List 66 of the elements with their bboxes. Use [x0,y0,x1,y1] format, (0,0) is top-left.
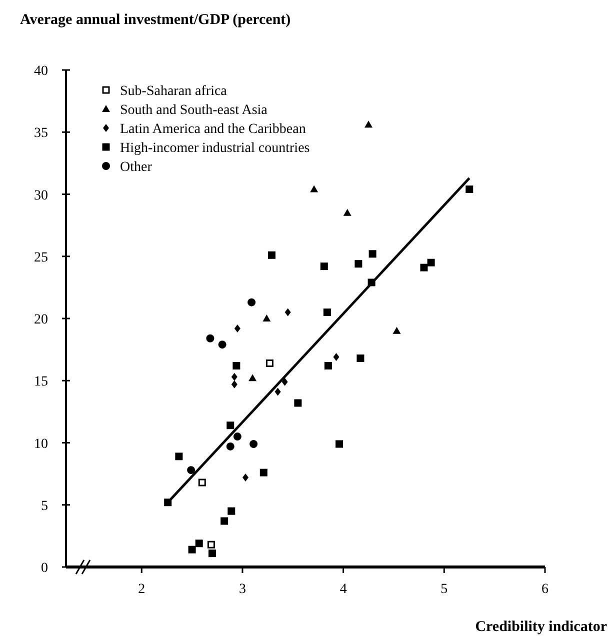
point [228,507,236,515]
point [427,258,435,266]
point [466,186,474,194]
point [310,185,318,192]
x-tick-label: 4 [340,582,347,597]
point [343,208,352,216]
y-tick-label: 10 [34,436,48,452]
point [274,388,281,396]
point [333,353,340,362]
point [231,380,238,388]
point [218,340,226,349]
point [233,432,242,441]
point [226,422,234,430]
y-tick-label: 20 [34,312,48,328]
point [294,399,302,407]
point [250,440,258,448]
legend-label: Latin America and the Caribbean [120,122,306,137]
x-tick-label: 6 [542,582,548,597]
point [187,466,196,474]
point [260,468,268,476]
y-tick-label: 25 [34,250,48,266]
point [266,359,274,367]
point [262,314,271,322]
point [231,372,238,381]
point [354,260,362,268]
point [282,378,288,386]
point [206,334,214,342]
y-tick-label: 0 [41,561,48,576]
point [248,374,257,382]
point [368,250,376,258]
point [248,298,256,306]
legend-label: High-incomer industrial countries [120,141,310,156]
legend-label: Other [120,160,152,175]
y-tick-label: 5 [41,498,48,514]
point [207,540,215,548]
x-tick-label: 3 [238,582,246,597]
point [234,324,240,332]
point [320,262,328,270]
y-tick-label: 35 [34,126,48,142]
point [226,442,234,450]
point [208,550,216,558]
legend-label: Sub-Saharan africa [120,84,228,99]
point [392,326,401,334]
point [175,452,183,460]
point [220,517,228,525]
y-tick-label: 40 [34,64,48,79]
point [268,251,276,259]
point [336,440,344,448]
point [356,354,364,362]
y-tick-label: 30 [34,188,48,204]
point [242,474,248,482]
point [324,362,332,370]
point [198,478,206,486]
point [364,120,373,128]
legend-label: South and South-east Asia [120,103,268,118]
chart-title: Average annual investment/GDP (percent) [20,12,291,28]
point [188,546,196,554]
y-tick-label: 15 [34,374,48,390]
x-axis-title: Credibility indicator [475,619,608,635]
point [323,308,331,316]
point [232,362,240,370]
point [195,540,203,548]
point [284,308,291,316]
x-tick-label: 2 [138,582,146,597]
point [420,264,428,272]
x-tick-label: 5 [440,582,448,597]
